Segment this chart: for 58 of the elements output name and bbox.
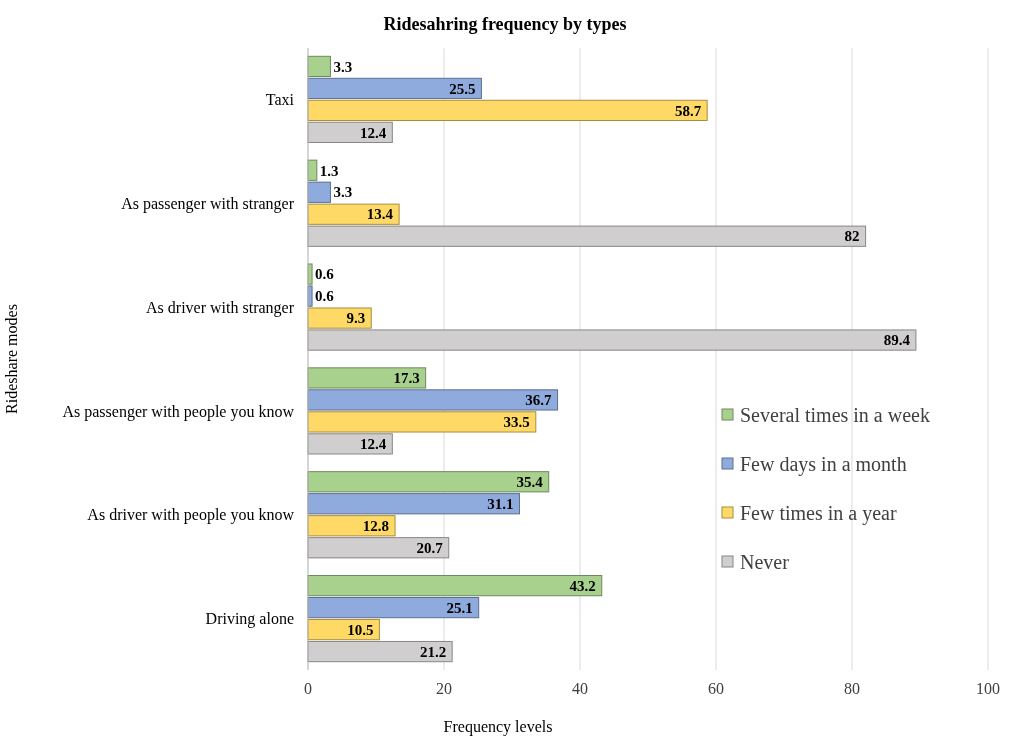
bar [307,515,396,537]
data-label: 0.6 [315,266,335,283]
bar [307,307,372,329]
x-tick-label: 80 [844,680,860,697]
y-tick-label: As passenger with stranger [121,194,295,213]
x-tick-label: 20 [436,680,452,697]
data-label: 12.8 [362,518,390,534]
bar [307,389,559,411]
data-label: 82 [844,228,860,245]
bar [307,575,603,597]
legend-label: Few days in a month [740,453,907,476]
data-label: 10.5 [347,621,374,638]
y-tick-label: As driver with stranger [146,298,295,317]
data-label: 17.3 [393,370,420,387]
data-label: 0.6 [315,288,335,305]
data-label: 35.4 [516,474,544,491]
bar [307,99,708,122]
legend-label: Never [740,551,790,573]
y-tick-label: As driver with people you know [87,506,295,525]
bar [307,433,393,455]
data-label: 43.2 [569,577,596,594]
y-tick-label: As passenger with people you know [62,402,295,421]
data-label: 31.1 [487,496,514,513]
y-tick-label: Driving alone [205,610,294,629]
legend-label: Several times in a week [740,404,930,426]
data-label: 3.3 [333,58,353,75]
x-tick-label: 40 [572,680,588,697]
data-label: 13.4 [366,206,394,223]
data-label: 12.4 [360,124,387,141]
x-axis-title: Frequency levels [443,718,553,736]
x-tick-label: 0 [304,680,312,697]
data-label: 12.4 [360,436,387,453]
data-label: 25.5 [449,80,476,97]
data-label: 20.7 [416,539,444,556]
bar [307,55,331,78]
data-label: 1.3 [319,162,339,179]
data-label: 89.4 [883,332,911,349]
data-label: 33.5 [503,414,530,431]
data-label: 25.1 [446,599,473,616]
bar [307,367,427,389]
data-label: 21.2 [419,643,447,660]
x-tick-label: 100 [976,680,1000,697]
y-axis-title: Rideshare modes [3,304,20,414]
bar [307,181,331,203]
legend-label: Few times in a year [740,502,897,525]
bar [307,411,537,433]
y-tick-label: Taxi [265,91,295,108]
x-tick-label: 60 [708,680,724,697]
bar [307,596,480,619]
data-label: 36.7 [525,392,553,409]
data-label: 58.7 [674,102,702,119]
bar [307,203,400,225]
data-label: 9.3 [346,310,366,327]
data-label: 3.3 [333,184,353,201]
chart-title: Ridesahring frequency by types [383,14,627,34]
bar [307,493,520,515]
bar [307,77,482,100]
bar [307,471,550,493]
